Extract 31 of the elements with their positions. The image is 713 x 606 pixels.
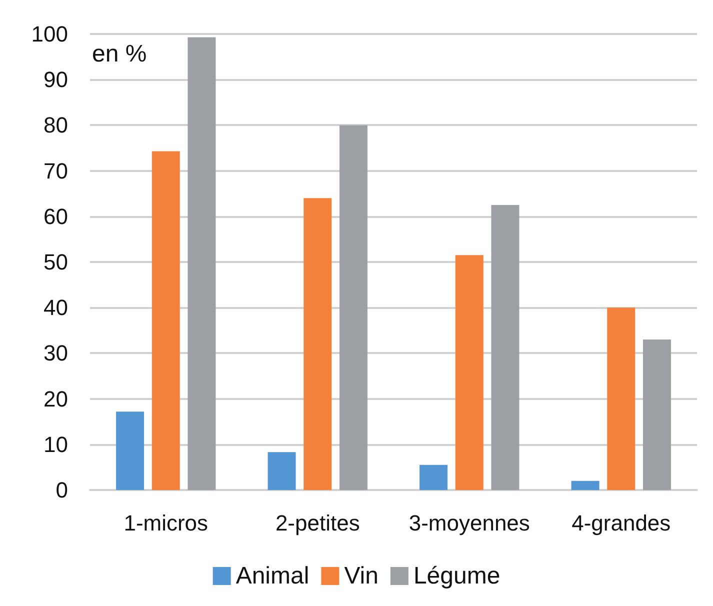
x-tick-label: 4-grandes [572,510,671,536]
y-tick-label: 40 [44,295,68,320]
bar [571,480,600,490]
y-tick-label: 0 [56,478,68,502]
y-tick-label: 30 [44,340,68,366]
y-tick-label: 70 [44,158,68,184]
bar [642,340,671,490]
y-tick-label: 100 [31,22,68,46]
bar [339,125,368,490]
x-tick-label: 2-petites [275,510,360,536]
bar [268,452,296,490]
y-tick-label: 50 [44,250,68,274]
y-tick-label: 80 [44,112,68,138]
bar [304,198,332,490]
legend-label: Animal [236,562,310,590]
legend-label: Vin [344,562,378,590]
bar [455,255,484,490]
x-tick-label: 3-moyennes [408,510,530,536]
bar [188,37,216,490]
y-tick-label: 90 [44,67,68,92]
bar [607,308,636,490]
bar [152,151,180,490]
y-axis-title: en % [92,40,147,68]
legend-label: Légume [413,562,500,590]
y-tick-label: 60 [44,204,68,229]
y-tick-label: 20 [44,386,68,412]
bar [116,412,144,490]
x-tick-label: 1-micros [124,510,208,536]
y-tick-label: 10 [44,432,68,457]
bar [491,205,520,490]
bar [420,464,448,490]
